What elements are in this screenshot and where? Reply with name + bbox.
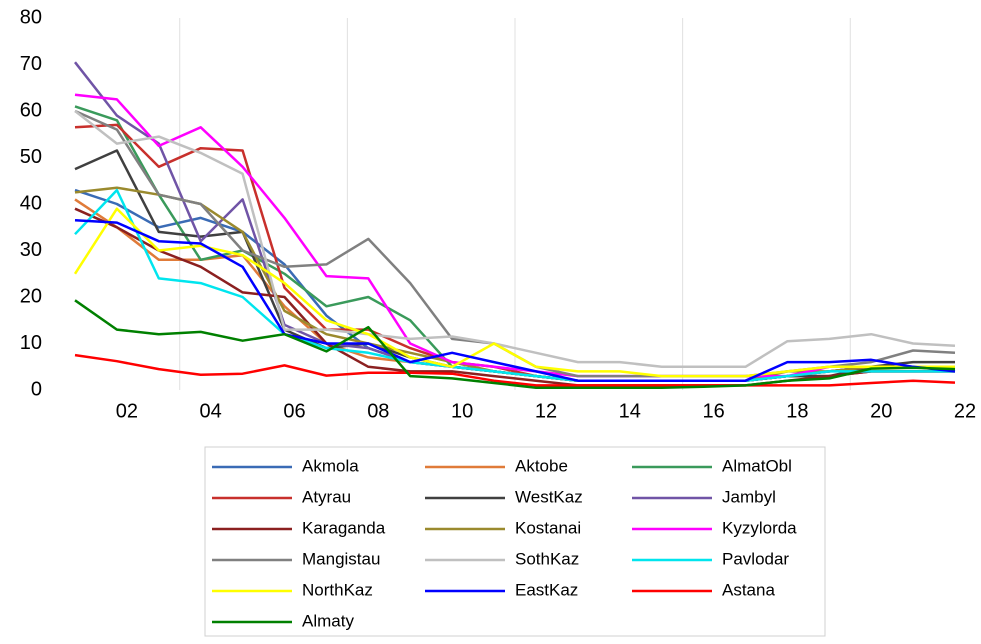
legend-label: Akmola — [302, 456, 359, 475]
y-tick-label: 30 — [20, 239, 42, 261]
y-tick-label: 70 — [20, 53, 42, 75]
legend-label: Jambyl — [722, 487, 776, 506]
x-tick-label: 08 — [367, 400, 389, 422]
y-tick-label: 50 — [20, 146, 42, 168]
x-tick-label: 12 — [535, 400, 557, 422]
legend-label: AlmatObl — [722, 456, 792, 475]
legend: Akmola Aktobe AlmatObl Atyrau WestKaz Jambyl K… — [204, 446, 826, 637]
y-tick-label: 10 — [20, 332, 42, 354]
x-tick-label: 22 — [954, 400, 976, 422]
y-tick-label: 40 — [20, 192, 42, 214]
series-line — [74, 219, 956, 382]
y-tick-label: 0 — [31, 378, 42, 400]
x-tick-label: 18 — [786, 400, 808, 422]
legend-label: EastKaz — [515, 580, 578, 599]
series-line — [74, 93, 955, 378]
series-line — [74, 188, 955, 382]
series-line — [73, 207, 955, 378]
legend-label: Atyrau — [302, 487, 351, 506]
legend-label: SothKaz — [515, 549, 579, 568]
y-tick-label: 80 — [20, 6, 42, 28]
y-tick-label: 60 — [20, 99, 42, 121]
series-line — [74, 299, 956, 389]
legend-label: Pavlodar — [722, 549, 789, 568]
legend-label: Almaty — [302, 611, 354, 630]
legend-label: Aktobe — [515, 456, 568, 475]
legend-label: Astana — [722, 580, 775, 599]
x-tick-label: 14 — [619, 400, 641, 422]
y-tick-label: 20 — [20, 285, 42, 307]
legend-label: Mangistau — [302, 549, 380, 568]
x-tick-label: 20 — [870, 400, 892, 422]
legend-label: Kyzylorda — [722, 518, 797, 537]
x-tick-label: 04 — [200, 400, 222, 422]
x-tick-label: 02 — [116, 400, 138, 422]
legend-label: Karaganda — [302, 518, 386, 537]
series-line — [74, 110, 956, 369]
legend-label: WestKaz — [515, 487, 583, 506]
x-tick-label: 16 — [702, 400, 724, 422]
legend-box — [204, 446, 826, 637]
series-line — [74, 353, 956, 387]
legend-label: NorthKaz — [302, 580, 373, 599]
x-tick-label: 10 — [451, 400, 473, 422]
x-tick-label: 06 — [283, 400, 305, 422]
legend-label: Kostanai — [515, 518, 581, 537]
